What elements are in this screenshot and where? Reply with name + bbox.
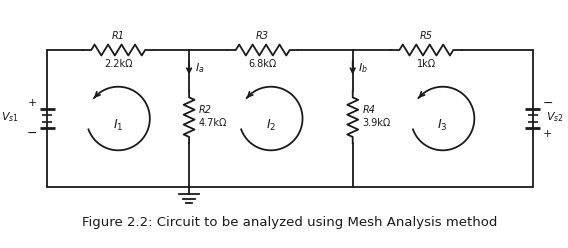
- Text: $I_b$: $I_b$: [358, 61, 368, 75]
- Text: 4.7kΩ: 4.7kΩ: [199, 118, 227, 128]
- Text: Figure 2.2: Circuit to be analyzed using Mesh Analysis method: Figure 2.2: Circuit to be analyzed using…: [82, 216, 498, 229]
- Text: 3.9kΩ: 3.9kΩ: [362, 118, 391, 128]
- Text: $V_{s2}$: $V_{s2}$: [546, 110, 564, 124]
- Text: 2.2kΩ: 2.2kΩ: [104, 59, 132, 69]
- Text: $I_3$: $I_3$: [437, 118, 448, 133]
- Text: R2: R2: [199, 105, 212, 115]
- Text: $I_1$: $I_1$: [113, 118, 123, 133]
- Text: 1kΩ: 1kΩ: [417, 59, 436, 69]
- Text: R5: R5: [420, 31, 433, 41]
- Text: −: −: [27, 127, 37, 140]
- Text: +: +: [542, 129, 552, 139]
- Text: $I_2$: $I_2$: [266, 118, 276, 133]
- Text: +: +: [27, 98, 37, 108]
- Text: R4: R4: [362, 105, 375, 115]
- Text: R3: R3: [256, 31, 269, 41]
- Text: $I_a$: $I_a$: [194, 61, 204, 75]
- Text: 6.8kΩ: 6.8kΩ: [249, 59, 277, 69]
- Text: $V_{s1}$: $V_{s1}$: [1, 110, 19, 124]
- Text: R1: R1: [112, 31, 125, 41]
- Text: −: −: [542, 97, 553, 110]
